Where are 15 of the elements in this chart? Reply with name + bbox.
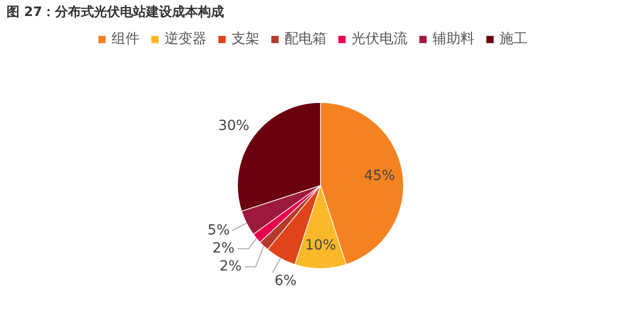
legend-label: 光伏电流 (352, 30, 408, 48)
data-label: 10% (304, 237, 336, 254)
legend-label: 辅助料 (432, 30, 474, 48)
data-label: 5% (208, 222, 230, 239)
legend-label: 组件 (112, 30, 140, 48)
data-label: 2% (212, 240, 235, 257)
legend-label: 逆变器 (164, 30, 206, 48)
data-label: 45% (364, 168, 396, 184)
legend-label: 施工 (500, 30, 528, 48)
data-label: 6% (274, 272, 297, 289)
legend-label: 支架 (232, 30, 260, 48)
data-label: 30% (218, 118, 250, 134)
data-label: 2% (219, 258, 242, 275)
legend-label: 配电箱 (284, 30, 326, 48)
chart-title: 图 27：分布式光伏电站建设成本构成 (6, 4, 224, 20)
